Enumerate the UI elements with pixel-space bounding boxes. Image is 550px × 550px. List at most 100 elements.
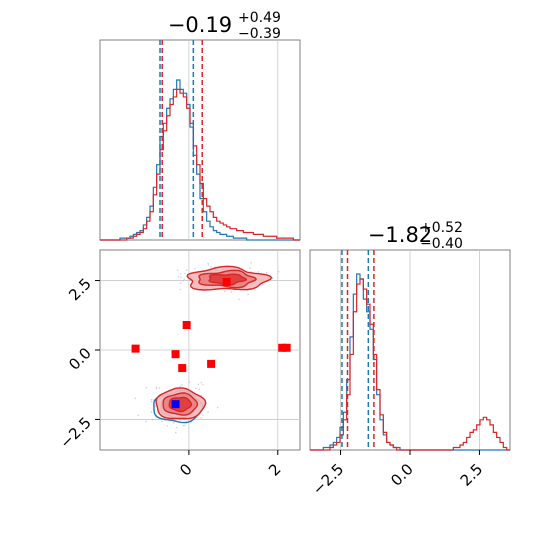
density-contours	[153, 265, 273, 424]
density-ticks: 0 2 −2.5 0.0 2.5	[56, 275, 284, 480]
density-sample-point	[224, 290, 226, 293]
density-sample-point	[250, 261, 252, 264]
density-sample-point	[198, 388, 200, 391]
density-sample-point	[145, 386, 148, 389]
density-sample-point	[176, 269, 179, 272]
density-sample-point	[180, 276, 182, 279]
density-sample-point	[179, 385, 181, 388]
hist1-lines	[100, 79, 300, 241]
density-sample-point	[155, 386, 158, 388]
density-sample-point	[202, 383, 204, 386]
density-sample-point	[200, 394, 203, 396]
param2-title-lower: −0.40	[420, 236, 463, 252]
density-sample-point	[202, 414, 204, 416]
hist1-frame	[99, 39, 301, 241]
density-sample-point	[194, 268, 196, 270]
red-marker-0	[222, 277, 231, 286]
density-sample-point	[166, 425, 169, 427]
param1-title-lower: −0.39	[238, 26, 281, 42]
param1-title: −0.19	[168, 13, 232, 37]
param2-title-upper: +0.52	[420, 220, 463, 236]
hist2-series-b	[310, 278, 510, 451]
red-marker-2	[131, 344, 140, 353]
hist-panel-param1	[99, 39, 301, 241]
density-sample-point	[196, 416, 199, 419]
density-sample-point	[172, 422, 175, 424]
density-sample-point	[158, 387, 161, 389]
density-sample-point	[200, 381, 203, 384]
density-markers	[131, 277, 291, 409]
param2-title: −1.82	[368, 223, 432, 247]
density-sample-point	[238, 298, 240, 300]
density-sample-point	[185, 269, 188, 272]
hist2-xtick-label-1: 0.0	[387, 460, 417, 490]
density-sample-point	[271, 277, 274, 280]
density-sample-point	[179, 288, 182, 291]
red-marker-3	[171, 350, 180, 359]
density-sample-point	[150, 400, 153, 403]
density-ytick-label-1: 0.0	[65, 344, 95, 374]
param1-title-upper: +0.49	[238, 10, 281, 26]
red-marker-4	[178, 364, 187, 373]
density-sample-point	[249, 267, 251, 270]
red-marker-5	[207, 359, 216, 368]
hist1-series-a	[100, 79, 300, 241]
density-sample-point	[230, 291, 233, 293]
density-sample-point	[151, 418, 154, 421]
density-sample-point	[150, 398, 153, 401]
density-sample-point	[207, 411, 209, 413]
hist2-ticks: −2.5 0.0 2.5	[309, 450, 486, 499]
density-sample-point	[182, 279, 184, 282]
density-ytick-label-2: 2.5	[65, 275, 95, 305]
density-sample-point	[277, 270, 280, 273]
density-sample-point	[188, 381, 191, 383]
density-sample-point	[181, 384, 183, 386]
hist-panel-param2: −2.5 0.0 2.5	[309, 249, 511, 499]
density-sample-point	[154, 405, 157, 407]
density-sample-point	[247, 293, 249, 296]
hist2-lines	[310, 273, 510, 451]
density-sample-point	[177, 275, 180, 278]
density-sample-point	[150, 411, 153, 413]
density-sample-point	[134, 397, 137, 400]
density-sample-point	[207, 262, 209, 265]
density-sample-point	[161, 420, 163, 423]
blue-marker	[171, 400, 180, 409]
density-sample-point	[155, 387, 158, 390]
density-sample-point	[179, 282, 182, 284]
density-xtick-label-0: 0	[176, 460, 195, 479]
density-sample-point	[182, 424, 185, 427]
density-panel: 0 2 −2.5 0.0 2.5	[56, 249, 301, 480]
red-marker-6	[278, 343, 287, 352]
density-sample-point	[184, 272, 186, 275]
density-sample-point	[144, 420, 147, 423]
density-ytick-label-0: −2.5	[56, 414, 94, 452]
hist2-grid	[340, 250, 480, 450]
density-sample-point	[257, 271, 260, 273]
hist2-quantiles	[341, 250, 375, 450]
density-sample-point	[262, 283, 264, 286]
red-marker-1	[182, 321, 191, 329]
density-sample-point	[176, 426, 178, 429]
density-xtick-label-1: 2	[265, 460, 284, 479]
density-sample-point	[174, 431, 177, 434]
hist2-xtick-label-2: 2.5	[457, 460, 487, 490]
density-sample-point	[210, 266, 212, 268]
density-sample-point	[184, 424, 186, 427]
density-sample-point	[179, 273, 182, 275]
param2-title-value: −1.82	[368, 223, 432, 247]
hist1-grid	[188, 40, 279, 240]
red-marker-7	[282, 343, 291, 352]
hist1-series-b	[100, 88, 300, 241]
density-sample-point	[194, 387, 197, 390]
hist1-quantiles	[159, 40, 203, 240]
density-sample-point	[200, 416, 202, 419]
hist2-xtick-label-0: −2.5	[309, 460, 347, 498]
param1-title-value: −0.19	[168, 13, 232, 37]
density-sample-point	[216, 406, 219, 409]
density-sample-point	[265, 271, 268, 274]
density-sample-point	[207, 264, 210, 266]
density-sample-point	[137, 414, 140, 417]
